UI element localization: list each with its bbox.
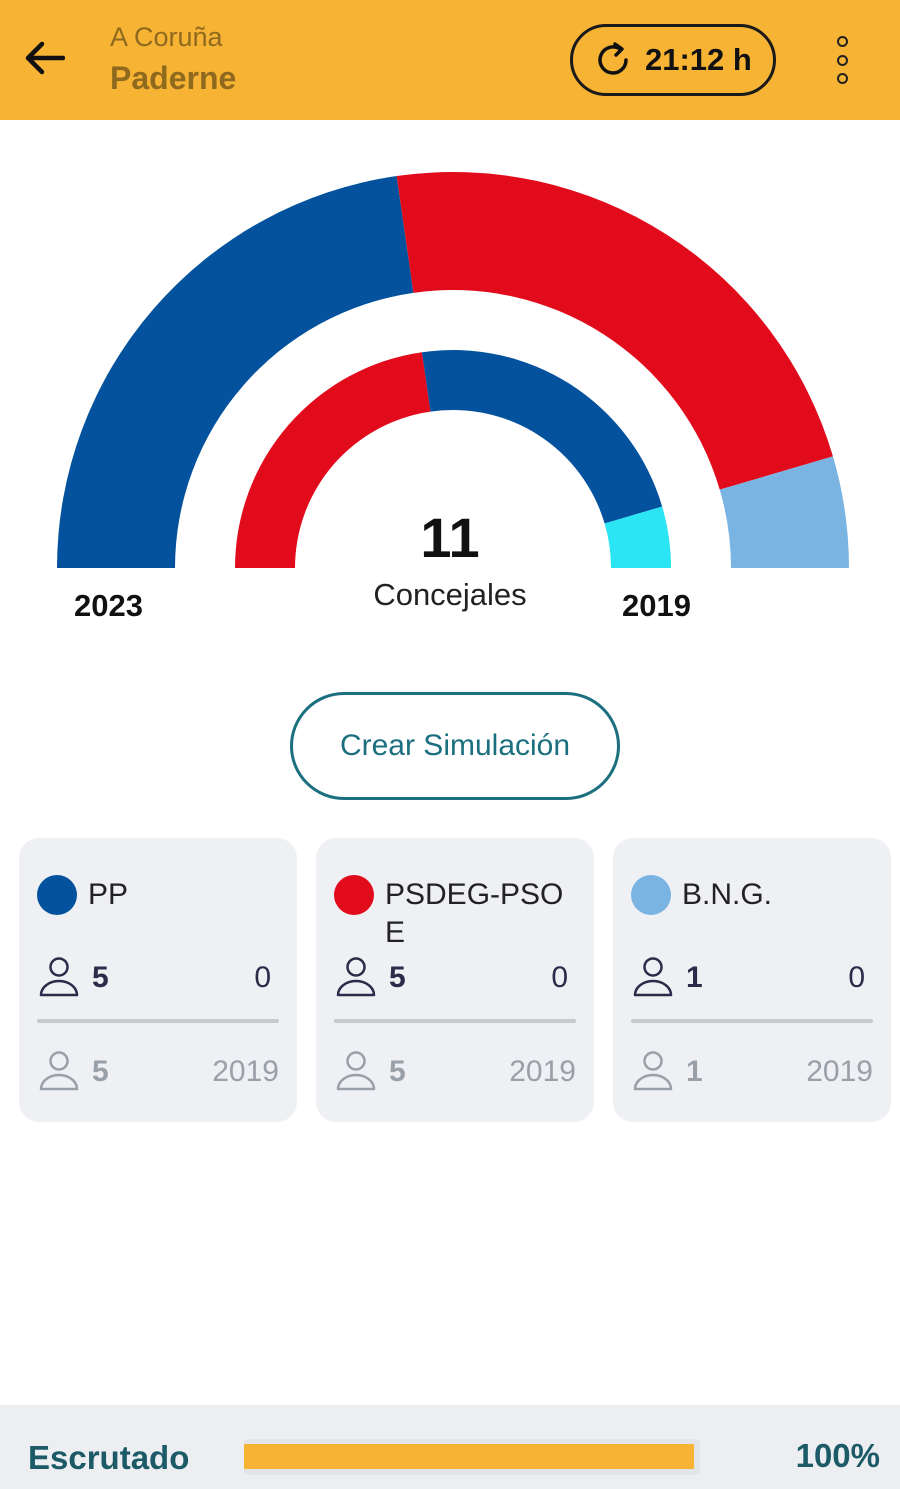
party-card[interactable]: PSDEG-PSOE 5 0 5 2019	[316, 838, 594, 1122]
province-name: A Coruña	[110, 22, 223, 52]
person-icon	[336, 957, 376, 997]
progress-bar-fill	[244, 1444, 694, 1469]
arrow-left-icon	[25, 41, 65, 75]
divider	[631, 1019, 873, 1023]
municipality-title: Paderne	[110, 60, 237, 96]
seats-2019: 5	[389, 1055, 406, 1088]
seat-slice-2019-psdeg-psoe	[235, 352, 431, 568]
seat-slice-2019-pp	[421, 350, 663, 524]
seat-change: 0	[848, 961, 865, 994]
previous-seats-row: 5 2019	[334, 1048, 576, 1094]
current-seats-row: 5 0	[37, 954, 279, 1000]
party-name: B.N.G.	[682, 878, 773, 911]
party-color-dot	[37, 875, 77, 915]
previous-year: 2019	[806, 1055, 873, 1088]
current-seats-row: 1 0	[631, 954, 873, 1000]
previous-seats-row: 1 2019	[631, 1048, 873, 1094]
divider	[334, 1019, 576, 1023]
count-progress-footer: Escrutado 100%	[0, 1405, 900, 1489]
create-simulation-button[interactable]: Crear Simulación	[290, 692, 620, 800]
person-icon	[39, 1051, 79, 1091]
party-card[interactable]: PP 5 0 5 2019	[19, 838, 297, 1122]
seats-2023: 5	[389, 961, 406, 994]
party-name: PP	[88, 878, 129, 911]
last-update-time: 21:12 h	[645, 42, 752, 77]
person-icon	[39, 957, 79, 997]
seats-2019: 1	[686, 1055, 703, 1088]
inner-ring-year-label: 2019	[622, 588, 691, 623]
party-cards: PP 5 0 5 2019 PSDEG-PSOE 5 0 5 2019 B.N.…	[19, 838, 891, 1122]
back-button[interactable]	[22, 35, 68, 81]
seat-change: 0	[254, 961, 271, 994]
seat-change: 0	[551, 961, 568, 994]
refresh-icon	[598, 42, 628, 75]
seat-slice-2019-b-n-g-	[604, 506, 671, 568]
person-icon	[633, 1051, 673, 1091]
progress-percent: 100%	[795, 1437, 880, 1474]
more-vertical-icon	[836, 36, 848, 47]
previous-year: 2019	[509, 1055, 576, 1088]
seats-hemicycle-chart	[57, 172, 849, 569]
previous-year: 2019	[212, 1055, 279, 1088]
total-seats-label: Concejales	[373, 577, 527, 612]
seats-2023: 1	[686, 961, 703, 994]
previous-seats-row: 5 2019	[37, 1048, 279, 1094]
top-app-bar: A Coruña Paderne 21:12 h	[0, 0, 900, 120]
total-seats-value: 11	[420, 506, 480, 569]
party-color-dot	[334, 875, 374, 915]
progress-bar	[244, 1439, 700, 1475]
party-card[interactable]: B.N.G. 1 0 1 2019	[613, 838, 891, 1122]
more-options-button[interactable]	[826, 32, 858, 88]
seat-slice-2023-b-n-g-	[719, 456, 849, 568]
current-seats-row: 5 0	[334, 954, 576, 1000]
outer-ring-year-label: 2023	[74, 588, 143, 623]
person-icon	[336, 1051, 376, 1091]
party-name: PSDEG-PSOE	[385, 878, 564, 949]
refresh-button[interactable]: 21:12 h	[570, 24, 776, 96]
divider	[37, 1019, 279, 1023]
more-vertical-icon-dot	[836, 73, 848, 84]
seats-2019: 5	[92, 1055, 109, 1088]
progress-label: Escrutado	[28, 1439, 190, 1476]
seat-slice-2023-psdeg-psoe	[396, 172, 833, 490]
more-vertical-icon-dot	[836, 54, 848, 66]
seat-slice-2023-pp	[57, 176, 414, 569]
person-icon	[633, 957, 673, 997]
party-color-dot	[631, 875, 671, 915]
seats-2023: 5	[92, 961, 109, 994]
